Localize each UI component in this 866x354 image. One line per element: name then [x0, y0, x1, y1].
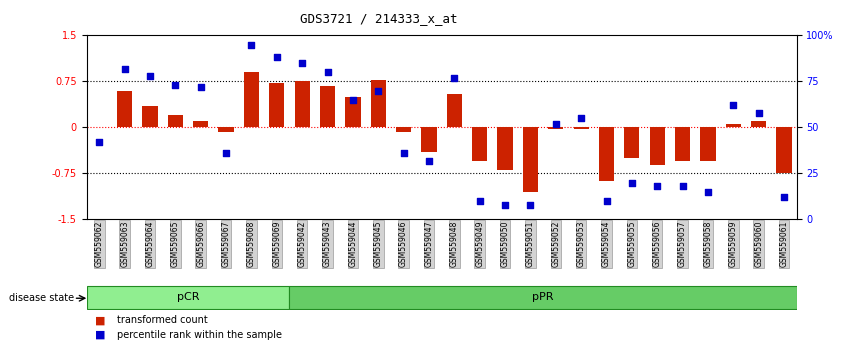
Bar	[624, 127, 639, 158]
Bar	[447, 94, 462, 127]
Text: GSM559069: GSM559069	[272, 221, 281, 267]
Text: GSM559066: GSM559066	[197, 221, 205, 267]
Bar	[472, 127, 488, 161]
Text: GSM559051: GSM559051	[526, 221, 535, 267]
Text: pCR: pCR	[177, 292, 199, 302]
Bar	[396, 127, 411, 132]
Text: GSM559067: GSM559067	[222, 221, 230, 267]
Point	[599, 198, 613, 204]
Point	[422, 158, 436, 164]
Text: GSM559055: GSM559055	[627, 221, 637, 267]
Text: GSM559056: GSM559056	[653, 221, 662, 267]
Point	[777, 195, 791, 200]
Text: GSM559045: GSM559045	[374, 221, 383, 267]
Bar	[548, 127, 564, 129]
Text: GSM559060: GSM559060	[754, 221, 763, 267]
FancyBboxPatch shape	[289, 286, 797, 308]
Text: GSM559059: GSM559059	[729, 221, 738, 267]
Text: GSM559052: GSM559052	[552, 221, 560, 267]
Bar	[701, 127, 715, 161]
Bar	[573, 127, 589, 129]
Text: GSM559046: GSM559046	[399, 221, 408, 267]
Text: transformed count: transformed count	[117, 315, 208, 325]
Point	[143, 73, 157, 79]
Bar	[320, 86, 335, 127]
Bar	[117, 91, 132, 127]
Point	[473, 198, 487, 204]
Point	[168, 82, 182, 88]
Text: ■: ■	[95, 315, 106, 325]
Text: GSM559042: GSM559042	[298, 221, 307, 267]
Text: GSM559053: GSM559053	[577, 221, 585, 267]
Bar	[269, 83, 284, 127]
Text: GSM559050: GSM559050	[501, 221, 509, 267]
Point	[523, 202, 537, 207]
Text: GSM559058: GSM559058	[703, 221, 713, 267]
Point	[549, 121, 563, 127]
Text: GSM559044: GSM559044	[348, 221, 358, 267]
Point	[346, 97, 359, 103]
Text: GSM559064: GSM559064	[145, 221, 154, 267]
Point	[448, 75, 462, 81]
Point	[270, 55, 284, 60]
Bar	[650, 127, 665, 165]
Bar	[599, 127, 614, 181]
Point	[295, 60, 309, 66]
Point	[625, 180, 639, 185]
Text: GSM559062: GSM559062	[94, 221, 104, 267]
Text: GSM559047: GSM559047	[424, 221, 434, 267]
Point	[752, 110, 766, 115]
Text: GSM559054: GSM559054	[602, 221, 611, 267]
Text: GSM559065: GSM559065	[171, 221, 180, 267]
Bar	[371, 80, 386, 127]
Point	[320, 69, 334, 75]
Text: GSM559049: GSM559049	[475, 221, 484, 267]
Text: GDS3721 / 214333_x_at: GDS3721 / 214333_x_at	[300, 12, 457, 25]
Bar	[244, 72, 259, 127]
Point	[219, 150, 233, 156]
Point	[675, 183, 689, 189]
Text: pPR: pPR	[533, 292, 554, 302]
Text: GSM559048: GSM559048	[449, 221, 459, 267]
Bar	[142, 106, 158, 127]
Point	[397, 150, 410, 156]
Bar	[168, 115, 183, 127]
Bar	[523, 127, 538, 192]
Bar	[346, 97, 360, 127]
Point	[118, 66, 132, 72]
Text: disease state: disease state	[9, 293, 74, 303]
Text: GSM559043: GSM559043	[323, 221, 332, 267]
Point	[93, 139, 107, 145]
Bar	[218, 127, 234, 132]
FancyBboxPatch shape	[87, 286, 289, 308]
Text: percentile rank within the sample: percentile rank within the sample	[117, 330, 282, 339]
Bar	[751, 121, 766, 127]
Bar	[497, 127, 513, 170]
Point	[194, 84, 208, 90]
Point	[244, 42, 258, 47]
Bar	[422, 127, 436, 152]
Text: ■: ■	[95, 330, 106, 339]
Text: GSM559061: GSM559061	[779, 221, 789, 267]
Point	[498, 202, 512, 207]
Bar	[193, 121, 209, 127]
Point	[574, 115, 588, 121]
Point	[727, 103, 740, 108]
Text: GSM559068: GSM559068	[247, 221, 256, 267]
Text: GSM559063: GSM559063	[120, 221, 129, 267]
Bar	[675, 127, 690, 161]
Bar	[777, 127, 792, 173]
Point	[650, 183, 664, 189]
Bar	[726, 124, 741, 127]
Text: GSM559057: GSM559057	[678, 221, 687, 267]
Bar	[294, 81, 310, 127]
Point	[701, 189, 714, 195]
Point	[372, 88, 385, 93]
